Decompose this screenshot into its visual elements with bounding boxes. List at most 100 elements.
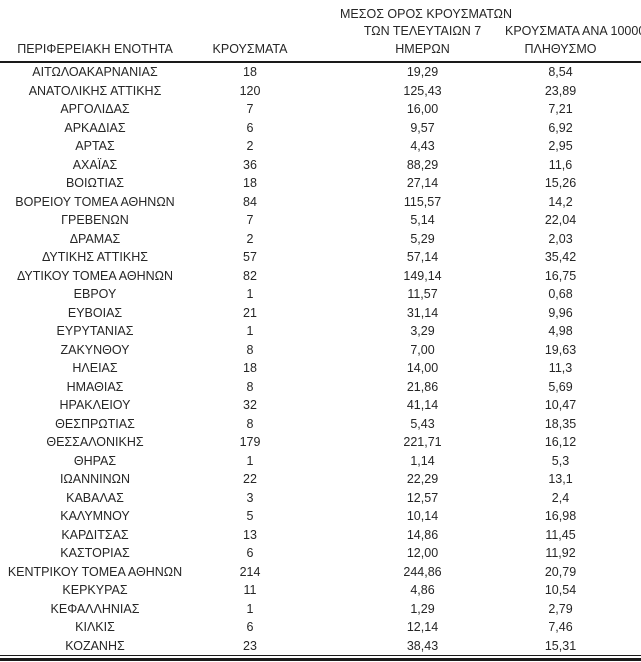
cases-cell: 82 <box>243 268 257 283</box>
table-row: ΔΥΤΙΚΟΥ ΤΟΜΕΑ ΑΘΗΝΩΝ 82 149,14 16,75 <box>0 267 641 286</box>
table-row: ΘΗΡΑΣ 1 1,14 5,3 <box>0 452 641 471</box>
cases-per-100k-cell: 23,89 <box>544 83 577 98</box>
avg-7-days-cell: 21,86 <box>406 379 439 394</box>
region-cell: ΑΙΤΩΛΟΑΚΑΡΝΑΝΙΑΣ <box>32 65 158 79</box>
avg-7-days-cell: 3,29 <box>410 324 435 338</box>
region-cell: ΙΩΑΝΝΙΝΩΝ <box>59 472 131 486</box>
avg-7-days-cell: 9,57 <box>410 120 435 135</box>
table-row: ΕΒΡΟΥ 1 11,57 0,68 <box>0 285 641 304</box>
cases-per-100k-cell: 35,42 <box>544 250 577 264</box>
cases-cell: 13 <box>243 527 257 542</box>
cases-cell: 5 <box>246 509 254 523</box>
cases-per-100k-cell: 8,54 <box>548 65 573 79</box>
cases-cell: 8 <box>246 342 254 357</box>
table-row: ΑΡΚΑΔΙΑΣ 6 9,57 6,92 <box>0 119 641 138</box>
cases-cell: 7 <box>246 102 254 116</box>
cases-per-100k-cell: 4,98 <box>548 324 573 338</box>
region-cell: ΕΒΡΟΥ <box>73 287 117 301</box>
table-header: ΠΕΡΙΦΕΡΕΙΑΚΗ ΕΝΟΤΗΤΑ ΚΡΟΥΣΜΑΤΑ ΜΕΣΟΣ ΟΡΟ… <box>0 0 641 63</box>
cases-cell: 2 <box>246 139 254 153</box>
cases-per-100k-cell: 7,46 <box>548 620 573 634</box>
region-cell: ΚΑΣΤΟΡΙΑΣ <box>60 546 130 560</box>
cases-per-100k-cell: 14,2 <box>548 194 573 209</box>
cases-cell: 7 <box>246 213 254 227</box>
avg-7-days-cell: 41,14 <box>406 398 439 412</box>
region-cell: ΗΡΑΚΛΕΙΟΥ <box>59 398 131 412</box>
region-cell: ΒΟΡΕΙΟΥ ΤΟΜΕΑ ΑΘΗΝΩΝ <box>15 194 175 209</box>
cases-cell: 3 <box>246 490 254 505</box>
table-row: ΚΑΒΑΛΑΣ 3 12,57 2,4 <box>0 489 641 508</box>
table-row: ΗΜΑΘΙΑΣ 8 21,86 5,69 <box>0 378 641 397</box>
avg-7-days-cell: 12,00 <box>406 546 439 560</box>
avg-7-days-cell: 10,14 <box>406 509 439 523</box>
table-row: ΖΑΚΥΝΘΟΥ 8 7,00 19,63 <box>0 341 641 360</box>
cases-cell: 1 <box>246 601 254 616</box>
region-cell: ΒΟΙΩΤΙΑΣ <box>65 176 125 190</box>
cases-cell: 18 <box>243 361 257 375</box>
table-row: ΙΩΑΝΝΙΝΩΝ 22 22,29 13,1 <box>0 470 641 489</box>
cases-per-100k-cell: 15,31 <box>544 638 577 653</box>
table-row: ΚΕΡΚΥΡΑΣ 11 4,86 10,54 <box>0 581 641 600</box>
table-row: ΕΥΡΥΤΑΝΙΑΣ 1 3,29 4,98 <box>0 322 641 341</box>
avg-7-days-cell: 11,57 <box>407 287 438 301</box>
column-header-avg-7-days: ΜΕΣΟΣ ΟΡΟΣ ΚΡΟΥΣΜΑΤΩΝ ΤΩΝ ΤΕΛΕΥΤΑΙΩΝ 7 Η… <box>310 0 512 63</box>
region-cell: ΗΛΕΙΑΣ <box>72 361 118 375</box>
table-row: ΓΡΕΒΕΝΩΝ 7 5,14 22,04 <box>0 211 641 230</box>
avg-7-days-cell: 14,00 <box>406 361 439 375</box>
cases-cell: 120 <box>239 83 261 98</box>
table-row: ΗΛΕΙΑΣ 18 14,00 11,3 <box>0 359 641 378</box>
cases-cell: 2 <box>246 231 254 246</box>
cases-per-100k-cell: 2,79 <box>548 601 573 616</box>
cases-cell: 8 <box>246 416 254 431</box>
cases-per-100k-cell: 16,12 <box>544 435 577 449</box>
cases-per-100k-cell: 7,21 <box>548 102 573 116</box>
table-row: ΕΥΒΟΙΑΣ 21 31,14 9,96 <box>0 304 641 323</box>
table-row: ΒΟΙΩΤΙΑΣ 18 27,14 15,26 <box>0 174 641 193</box>
avg-7-days-cell: 12,57 <box>406 490 439 505</box>
cases-cell: 1 <box>246 287 254 301</box>
cases-cell: 36 <box>243 157 257 172</box>
avg-7-days-cell: 27,14 <box>406 176 439 190</box>
region-cell: ΔΥΤΙΚΗΣ ΑΤΤΙΚΗΣ <box>42 250 148 264</box>
cases-cell: 1 <box>246 453 254 468</box>
cases-per-100k-cell: 6,92 <box>548 120 573 135</box>
region-cell: ΔΥΤΙΚΟΥ ΤΟΜΕΑ ΑΘΗΝΩΝ <box>16 268 174 283</box>
column-header-region: ΠΕΡΙΦΕΡΕΙΑΚΗ ΕΝΟΤΗΤΑ <box>0 0 190 63</box>
avg-7-days-cell: 115,57 <box>403 194 442 209</box>
avg-7-days-cell: 125,43 <box>403 83 442 98</box>
cases-cell: 1 <box>246 324 254 338</box>
table-row: ΗΡΑΚΛΕΙΟΥ 32 41,14 10,47 <box>0 396 641 415</box>
avg-7-days-cell: 22,29 <box>406 472 439 486</box>
cases-cell: 214 <box>239 564 261 579</box>
avg-7-days-cell: 221,71 <box>403 435 442 449</box>
avg-7-days-cell: 88,29 <box>406 157 439 172</box>
cases-per-100k-cell: 10,54 <box>544 583 577 597</box>
cases-per-100k-cell: 2,95 <box>548 139 573 153</box>
avg-7-days-cell: 14,86 <box>406 527 439 542</box>
avg-7-days-cell: 5,29 <box>410 231 435 246</box>
cases-per-100k-cell: 16,75 <box>544 268 577 283</box>
region-cell: ΚΑΛΥΜΝΟΥ <box>60 509 130 523</box>
cases-cell: 11 <box>243 583 257 597</box>
avg-7-days-cell: 57,14 <box>406 250 439 264</box>
avg-7-days-cell: 244,86 <box>403 564 442 579</box>
table-row: ΑΡΓΟΛΙΔΑΣ 7 16,00 7,21 <box>0 100 641 119</box>
avg-7-days-cell: 4,86 <box>410 583 435 597</box>
region-cell: ΑΡΓΟΛΙΔΑΣ <box>60 102 130 116</box>
region-cell: ΚΑΒΑΛΑΣ <box>66 490 124 505</box>
avg-7-days-cell: 4,43 <box>410 139 435 153</box>
region-cell: ΘΕΣΣΑΛΟΝΙΚΗΣ <box>46 435 144 449</box>
cases-per-100k-cell: 11,92 <box>545 546 576 560</box>
region-cell: ΕΥΡΥΤΑΝΙΑΣ <box>56 324 134 338</box>
cases-cell: 18 <box>243 176 257 190</box>
table-row: ΒΟΡΕΙΟΥ ΤΟΜΕΑ ΑΘΗΝΩΝ 84 115,57 14,2 <box>0 193 641 212</box>
cases-per-100k-cell: 11,3 <box>548 361 573 375</box>
table-row: ΑΡΤΑΣ 2 4,43 2,95 <box>0 137 641 156</box>
cases-per-100k-cell: 9,96 <box>548 305 573 320</box>
cases-cell: 6 <box>246 120 254 135</box>
cases-per-100k-cell: 11,6 <box>548 157 573 172</box>
cases-per-100k-cell: 2,03 <box>548 231 573 246</box>
cases-cell: 22 <box>243 472 257 486</box>
table-row: ΚΕΦΑΛΛΗΝΙΑΣ 1 1,29 2,79 <box>0 600 641 619</box>
